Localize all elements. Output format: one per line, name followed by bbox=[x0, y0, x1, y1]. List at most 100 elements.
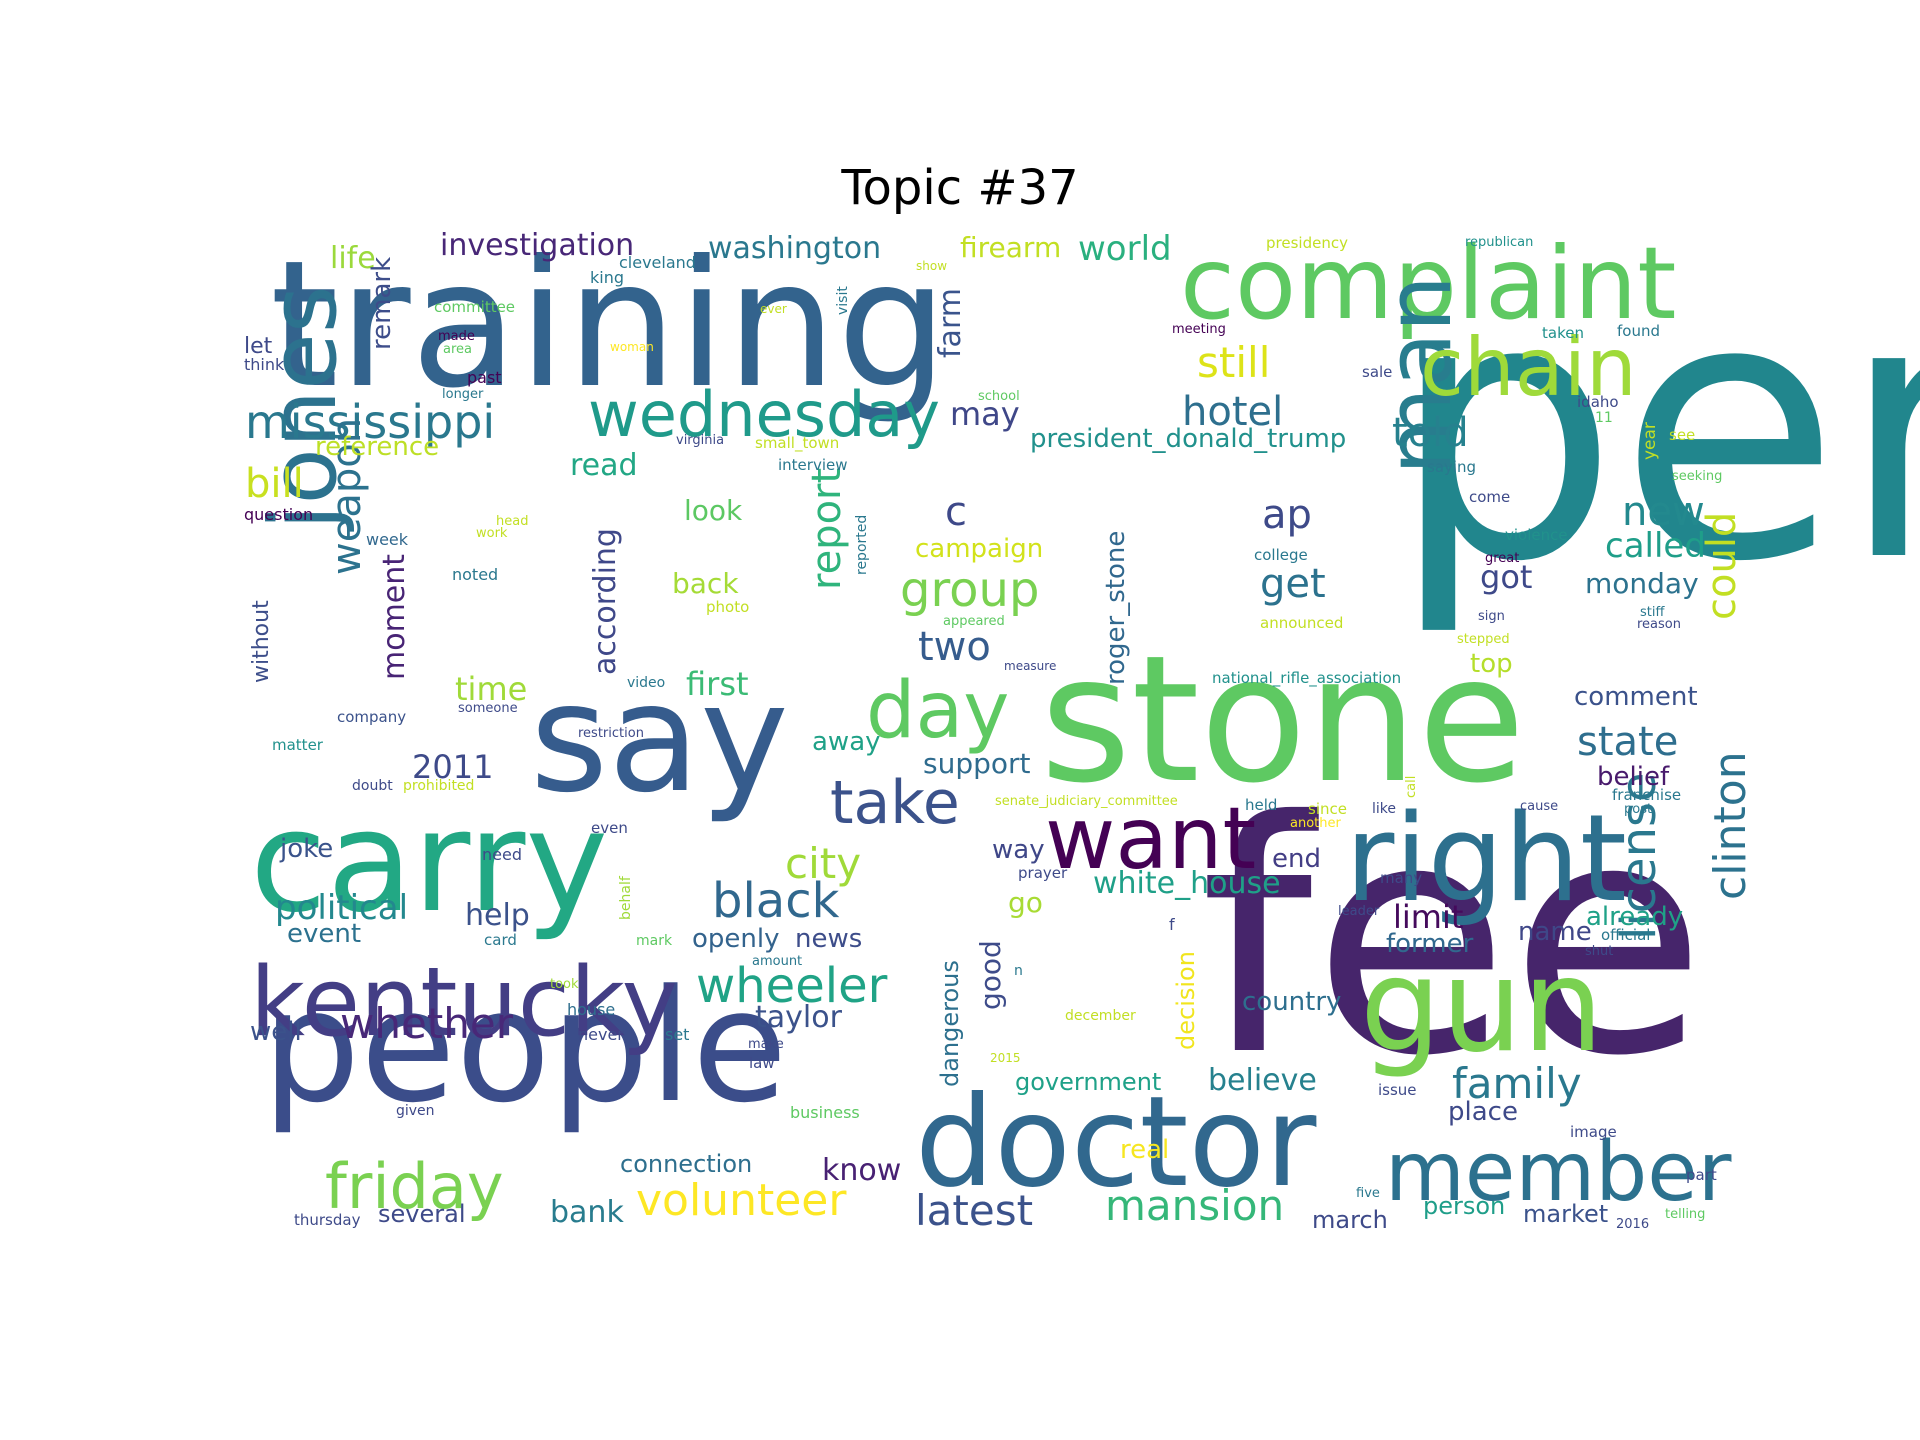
word-monday: monday bbox=[1585, 567, 1699, 600]
word-make: make bbox=[748, 1037, 784, 1052]
word-friday: friday bbox=[325, 1150, 504, 1223]
word-two: two bbox=[918, 624, 991, 670]
word-decision: decision bbox=[1172, 951, 1200, 1050]
word-reason: reason bbox=[1637, 617, 1681, 632]
word-cleveland: cleveland bbox=[619, 253, 696, 272]
word-video: video bbox=[627, 675, 665, 691]
word-ap: ap bbox=[1262, 492, 1312, 538]
word-support: support bbox=[923, 747, 1031, 780]
word-way: way bbox=[992, 835, 1045, 865]
word-mark: mark bbox=[636, 933, 673, 949]
word-restriction: restriction bbox=[578, 726, 644, 741]
word-world: world bbox=[1078, 229, 1172, 269]
word-first: first bbox=[686, 665, 749, 703]
word-government: government bbox=[1015, 1068, 1161, 1096]
word-even: even bbox=[591, 819, 628, 837]
word-republican: republican bbox=[1465, 235, 1533, 250]
word-made: made bbox=[438, 329, 475, 344]
word-wednesday: wednesday bbox=[588, 378, 940, 451]
word-come: come bbox=[1469, 488, 1510, 506]
word-question: question bbox=[244, 505, 313, 524]
word-f: f bbox=[1169, 915, 1175, 934]
word-connection: connection bbox=[620, 1150, 752, 1178]
word-news: news bbox=[795, 924, 862, 954]
word-house: house bbox=[567, 1000, 615, 1019]
word-post: post bbox=[1624, 802, 1652, 817]
word-dangerous: dangerous bbox=[936, 960, 964, 1087]
word-held: held bbox=[1245, 796, 1277, 814]
word-jones: jones bbox=[250, 285, 357, 532]
word-found: found bbox=[1617, 322, 1660, 340]
word-say: say bbox=[530, 652, 789, 826]
word-mansion: mansion bbox=[1105, 1181, 1284, 1230]
word-see: see bbox=[1669, 426, 1695, 444]
word-told: told bbox=[1392, 410, 1469, 456]
word-law: law bbox=[749, 1054, 775, 1072]
word-think: think bbox=[244, 355, 285, 374]
word-real: real bbox=[1120, 1135, 1169, 1165]
word-latest: latest bbox=[915, 1186, 1033, 1235]
word-year: year bbox=[1640, 422, 1660, 460]
word-look: look bbox=[684, 494, 743, 527]
word-whether: whether bbox=[340, 999, 514, 1048]
word-official: official bbox=[1601, 926, 1650, 944]
word-want: want bbox=[1045, 789, 1256, 889]
word-chain: chain bbox=[1420, 321, 1637, 414]
word-2016: 2016 bbox=[1616, 1217, 1649, 1232]
word-gun: gun bbox=[1360, 932, 1604, 1081]
word-like: like bbox=[1372, 801, 1396, 817]
word-mississippi: mississippi bbox=[245, 395, 495, 449]
word-group: group bbox=[900, 562, 1039, 618]
word-bill: bill bbox=[245, 461, 304, 507]
word-idaho: idaho bbox=[1577, 393, 1619, 411]
word-telling: telling bbox=[1665, 1207, 1705, 1222]
word-noted: noted bbox=[452, 565, 498, 584]
word-weapon: weapon bbox=[324, 418, 370, 575]
word-prayer: prayer bbox=[1018, 864, 1068, 882]
word-limit: limit bbox=[1393, 898, 1463, 936]
word-washington: washington bbox=[708, 231, 881, 266]
word-well: well bbox=[250, 1017, 302, 1047]
word-event: event bbox=[287, 919, 361, 949]
word-family: family bbox=[1452, 1059, 1582, 1108]
word-stepped: stepped bbox=[1457, 632, 1510, 647]
word-fee: fee bbox=[1200, 754, 1706, 1126]
word-work: work bbox=[476, 526, 508, 541]
word-2015: 2015 bbox=[990, 1051, 1021, 1065]
word-right: right bbox=[1345, 790, 1627, 929]
word-help: help bbox=[465, 898, 530, 933]
word-franchise: franchise bbox=[1612, 786, 1681, 804]
word-sign: sign bbox=[1478, 609, 1505, 624]
word-shut: shut bbox=[1585, 944, 1613, 959]
word-visit: visit bbox=[835, 286, 851, 315]
word-another: another bbox=[1290, 816, 1341, 831]
word-matter: matter bbox=[272, 736, 324, 754]
word-doctor: doctor bbox=[915, 1070, 1317, 1215]
word-seeking: seeking bbox=[1672, 469, 1722, 484]
word-go: go bbox=[1008, 886, 1043, 919]
word-took: took bbox=[550, 977, 579, 992]
word-called: called bbox=[1605, 526, 1706, 566]
word-may: may bbox=[950, 395, 1020, 433]
word-several: several bbox=[378, 1200, 465, 1228]
word-believe: believe bbox=[1208, 1063, 1317, 1098]
word-remark: remark bbox=[367, 257, 397, 350]
word-show: show bbox=[916, 259, 947, 273]
word-life: life bbox=[330, 241, 376, 276]
word-head: head bbox=[496, 514, 528, 529]
word-end: end bbox=[1272, 844, 1321, 874]
word-great: great bbox=[1485, 551, 1519, 566]
word-cause: cause bbox=[1520, 799, 1558, 814]
word-school: school bbox=[978, 389, 1020, 404]
word-good: good bbox=[974, 940, 1007, 1010]
word-license: license bbox=[1611, 772, 1667, 940]
word-appeared: appeared bbox=[943, 614, 1005, 629]
word-taken: taken bbox=[1542, 324, 1584, 342]
word-n: n bbox=[1014, 963, 1023, 979]
word-campaign: campaign bbox=[915, 534, 1043, 564]
word-farm: farm bbox=[933, 288, 968, 358]
word-11: 11 bbox=[1595, 410, 1613, 426]
word-time: time bbox=[455, 670, 527, 708]
